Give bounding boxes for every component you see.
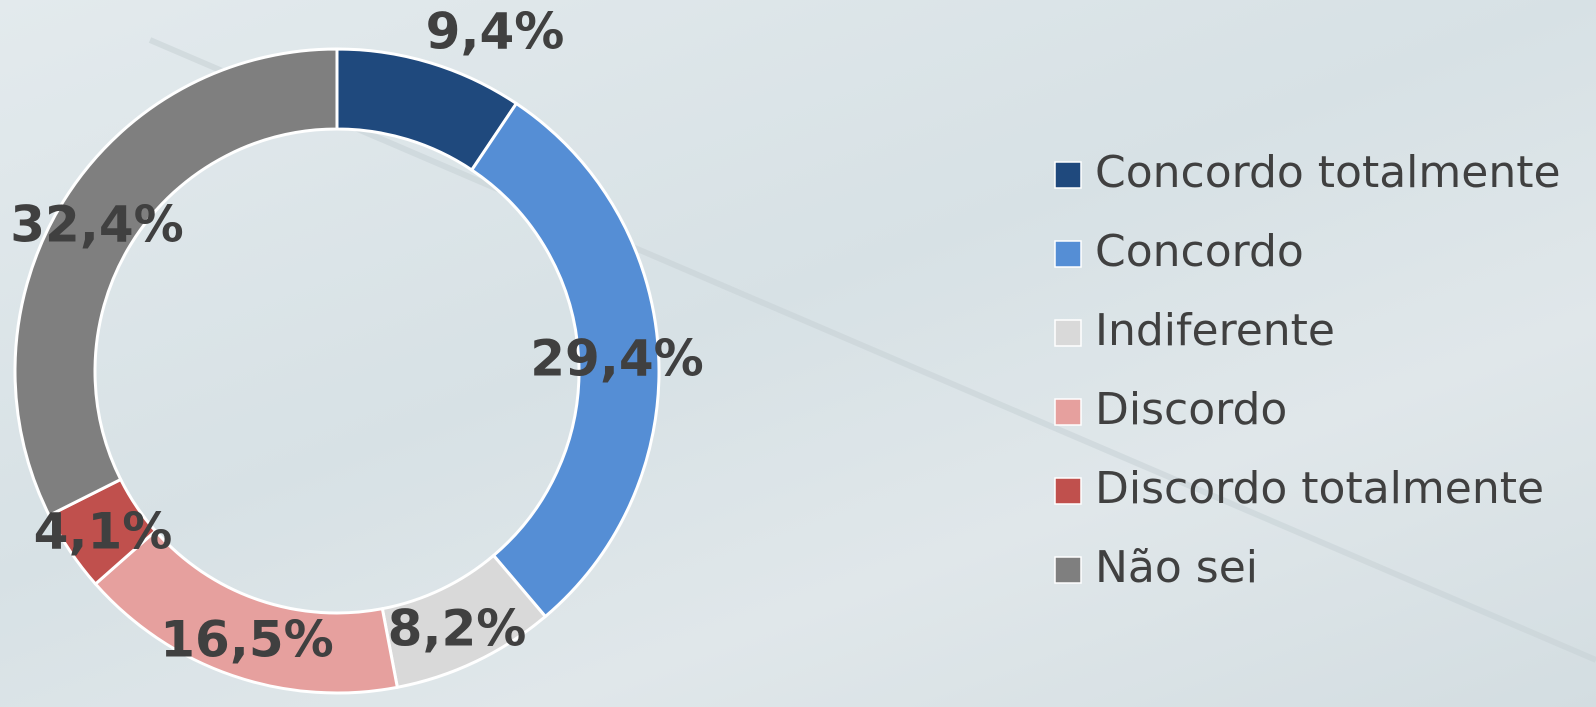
legend-swatch bbox=[1055, 162, 1081, 188]
chart: 9,4% Concordo totalmente 29,4% Concordo 8,2%… bbox=[0, 0, 1596, 707]
value-label: 32,4% bbox=[10, 196, 183, 254]
value-label: 16,5% bbox=[160, 611, 333, 669]
value-label: 8,2% bbox=[388, 600, 527, 658]
donut-segment bbox=[15, 49, 337, 515]
legend-label: Não sei bbox=[1095, 542, 1258, 593]
legend-label: Indiferente bbox=[1095, 305, 1335, 356]
value-label: 4,1% bbox=[34, 503, 173, 561]
value-label: 9,4% bbox=[426, 3, 565, 61]
background-streak bbox=[150, 40, 1596, 660]
legend-label: Concordo bbox=[1095, 226, 1304, 277]
legend-swatch bbox=[1055, 557, 1081, 583]
legend-label: Discordo bbox=[1095, 384, 1287, 435]
legend-label: Concordo totalmente bbox=[1095, 147, 1561, 198]
legend-label: Discordo totalmente bbox=[1095, 463, 1544, 514]
legend-swatch bbox=[1055, 241, 1081, 267]
value-label: 29,4% bbox=[530, 330, 703, 388]
legend-swatch bbox=[1055, 320, 1081, 346]
page: 9,4% Concordo totalmente 29,4% Concordo 8,2%… bbox=[0, 0, 1596, 707]
legend-swatch bbox=[1055, 478, 1081, 504]
legend-swatch bbox=[1055, 399, 1081, 425]
